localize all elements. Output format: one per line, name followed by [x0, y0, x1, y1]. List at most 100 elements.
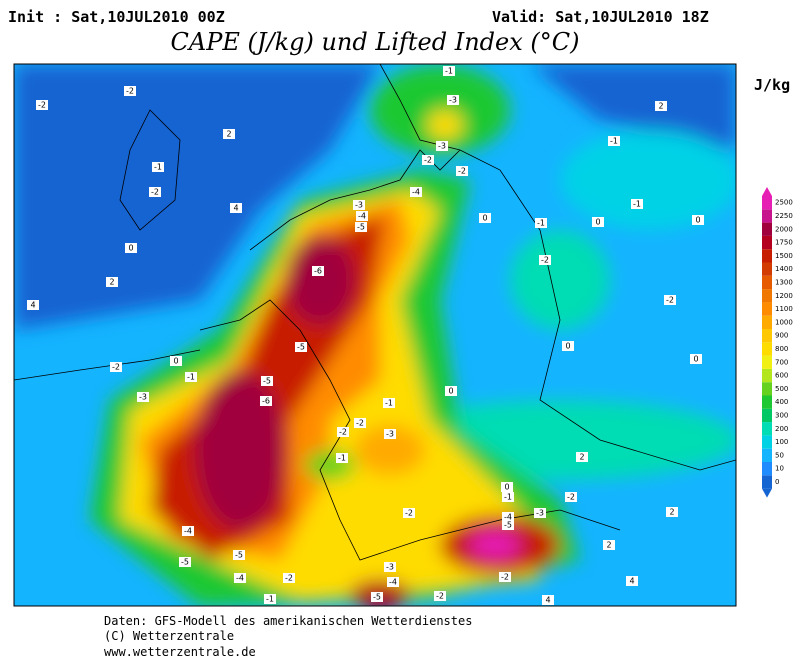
colorbar-tick-label: 600 [775, 372, 788, 380]
colorbar-tick-label: 10 [775, 465, 784, 473]
init-time: Init : Sat,10JUL2010 00Z [8, 8, 225, 26]
contour-label-box [666, 507, 678, 517]
colorbar-segment [762, 289, 772, 303]
footer-line: (C) Wetterzentrale [104, 629, 234, 643]
colorbar-top-arrow [762, 187, 772, 196]
contour-label-box [603, 540, 615, 550]
contour-label: -2 [126, 87, 134, 96]
contour-label-box [499, 572, 511, 582]
colorbar-tick-label: 50 [775, 451, 784, 459]
contour-label-box [283, 573, 295, 583]
contour-label: -2 [38, 101, 46, 110]
contour-label-box [608, 136, 620, 146]
contour-label-box [264, 594, 276, 604]
contour-label: -2 [458, 167, 466, 176]
map-title: CAPE (J/kg) und Lifted Index (°C) [171, 28, 580, 56]
contour-label: -5 [297, 343, 305, 352]
contour-label: -2 [501, 573, 509, 582]
contour-label: -3 [449, 96, 457, 105]
contour-label-box [371, 592, 383, 602]
contour-label-box [501, 482, 513, 492]
contour-label: -2 [424, 156, 432, 165]
contour-label-box [27, 300, 39, 310]
contour-label-box [182, 526, 194, 536]
contour-label-box [179, 557, 191, 567]
contour-label: -2 [541, 256, 549, 265]
colorbar-tick-label: 500 [775, 385, 788, 393]
contour-label: 0 [128, 244, 133, 253]
contour-label: -3 [438, 142, 446, 151]
contour-label: 0 [695, 216, 700, 225]
colorbar-tick-label: 900 [775, 332, 788, 340]
contour-label: -5 [373, 593, 381, 602]
colorbar-tick-label: 2000 [775, 225, 793, 233]
contour-label: -2 [436, 592, 444, 601]
contour-label: -4 [412, 188, 420, 197]
contour-label: -1 [385, 399, 393, 408]
contour-label-box [295, 342, 307, 352]
valid-time: Valid: Sat,10JUL2010 18Z [492, 8, 709, 26]
colorbar-tick-label: 1200 [775, 292, 793, 300]
contour-label-box [592, 217, 604, 227]
colorbar-segment [762, 395, 772, 409]
contour-label-box [336, 453, 348, 463]
footer-line: Daten: GFS-Modell des amerikanischen Wet… [104, 614, 472, 628]
contour-label-box [422, 155, 434, 165]
colorbar-tick-label: 200 [775, 425, 788, 433]
contour-label: -4 [389, 578, 397, 587]
contour-label-box [692, 215, 704, 225]
colorbar-segment [762, 382, 772, 396]
contour-label: 0 [565, 342, 570, 351]
contour-label: -1 [633, 200, 641, 209]
contour-label: -1 [187, 373, 195, 382]
contour-label: -4 [358, 212, 366, 221]
colorbar-segment [762, 355, 772, 369]
colorbar-tick-label: 1500 [775, 252, 793, 260]
contour-label-box [626, 576, 638, 586]
contour-label: -1 [266, 595, 274, 604]
contour-label: -1 [338, 454, 346, 463]
colorbar-tick-label: 100 [775, 438, 788, 446]
contour-label: 4 [545, 596, 550, 605]
colorbar-tick-label: 1400 [775, 265, 793, 273]
contour-label: -5 [263, 377, 271, 386]
contour-label: -2 [666, 296, 674, 305]
contour-label-box [542, 595, 554, 605]
contour-label-box [631, 199, 643, 209]
colorbar-segment [762, 342, 772, 356]
contour-label-box [384, 429, 396, 439]
contour-label: -4 [236, 574, 244, 583]
contour-label-box [137, 392, 149, 402]
contour-label: 0 [595, 218, 600, 227]
contour-label: 4 [30, 301, 35, 310]
contour-label: 0 [482, 214, 487, 223]
contour-label: -4 [184, 527, 192, 536]
contour-label-box [502, 512, 514, 522]
contour-label: -1 [610, 137, 618, 146]
contour-label-box [149, 187, 161, 197]
colorbar-tick-label: 2250 [775, 212, 793, 220]
contour-label-box [502, 520, 514, 530]
colorbar-segment [762, 448, 772, 462]
contour-label-box [337, 427, 349, 437]
colorbar-segment [762, 329, 772, 343]
contour-labels: -2-22-1-240240-2-1-3-5-6-5-6-3-4-5-4-2-2… [27, 66, 704, 605]
contour-label: -2 [285, 574, 293, 583]
contour-label: -5 [181, 558, 189, 567]
contour-label-box [565, 492, 577, 502]
colorbar-segment [762, 275, 772, 290]
colorbar-bottom-arrow [762, 488, 772, 498]
contour-label: -2 [567, 493, 575, 502]
colorbar-tick-label: 1000 [775, 318, 793, 326]
colorbar-segment [762, 408, 772, 423]
contour-label-box [456, 166, 468, 176]
contour-label-box [185, 372, 197, 382]
contour-label-box [260, 396, 272, 406]
contour-label: 0 [448, 387, 453, 396]
contour-label: 4 [629, 577, 634, 586]
contour-label: 0 [173, 357, 178, 366]
colorbar-tick-label: 1750 [775, 239, 793, 247]
contour-label-box [312, 266, 324, 276]
